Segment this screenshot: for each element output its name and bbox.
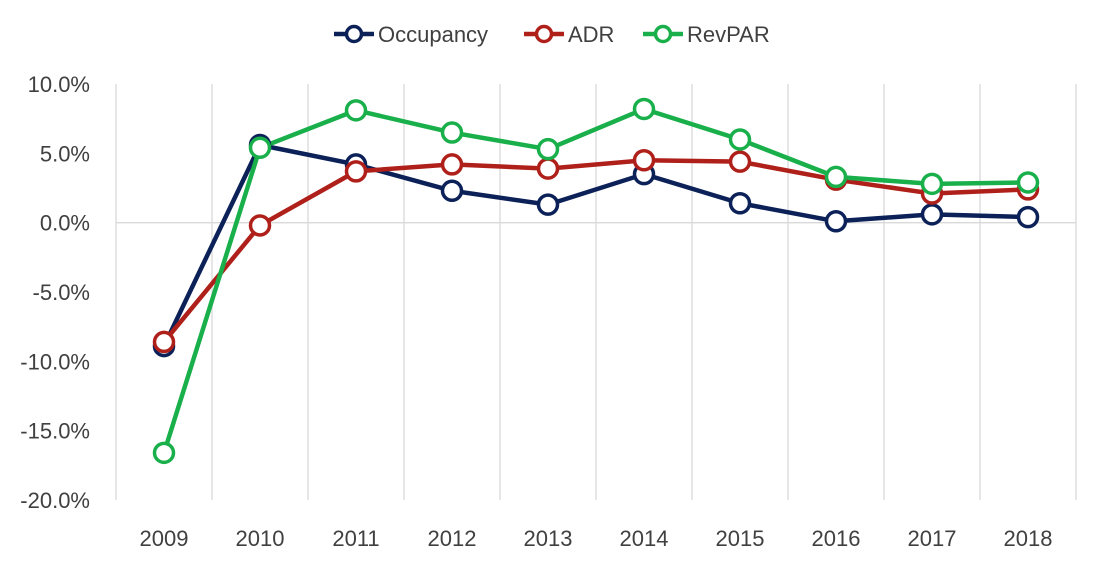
data-point-adr xyxy=(536,157,560,180)
legend-label: Occupancy xyxy=(378,22,488,47)
data-point-revpar xyxy=(152,441,176,465)
legend-swatch-marker xyxy=(534,24,554,44)
data-point-adr xyxy=(344,160,368,183)
legend-label: ADR xyxy=(568,22,614,47)
data-point-adr xyxy=(632,149,656,172)
data-point-revpar xyxy=(440,121,464,144)
legend-swatch-marker xyxy=(344,24,364,44)
axes: 10.0% 5.0% 0.0% -5.0% -10.0% -15.0% -20.0% 2009… xyxy=(20,72,1076,551)
data-point-revpar xyxy=(1016,171,1040,194)
x-tick-label: 2016 xyxy=(812,526,861,551)
data-point-occupancy xyxy=(728,192,752,215)
data-point-revpar xyxy=(728,128,752,151)
data-point-occupancy xyxy=(536,193,560,216)
legend-item-revpar: RevPAR xyxy=(643,22,770,47)
data-point-occupancy xyxy=(1016,205,1040,229)
data-point-revpar xyxy=(248,136,272,160)
x-tick-label: 2018 xyxy=(1004,526,1053,551)
data-point-adr xyxy=(152,330,176,354)
x-tick-label: 2013 xyxy=(524,526,573,551)
legend-item-occupancy: Occupancy xyxy=(334,22,488,47)
y-tick-label: 0.0% xyxy=(40,211,90,236)
y-tick-label: 5.0% xyxy=(40,141,90,166)
series-line-occupancy xyxy=(161,142,1031,349)
x-tick-label: 2015 xyxy=(716,526,765,551)
y-tick-label: -10.0% xyxy=(20,349,90,374)
y-tick-label: -20.0% xyxy=(20,488,90,513)
series-lines xyxy=(161,106,1031,456)
x-tick-label: 2011 xyxy=(332,526,379,551)
data-point-occupancy xyxy=(440,179,464,203)
data-point-revpar xyxy=(632,97,656,121)
data-point-revpar xyxy=(824,165,848,189)
legend-item-adr: ADR xyxy=(524,22,614,47)
x-tick-label: 2009 xyxy=(140,526,189,551)
x-tick-label: 2014 xyxy=(620,526,669,551)
data-point-revpar xyxy=(344,99,368,122)
data-point-revpar xyxy=(920,172,944,196)
series-line-adr xyxy=(161,158,1031,345)
y-tick-label: -5.0% xyxy=(33,280,90,305)
y-tick-label: -15.0% xyxy=(20,419,90,444)
data-point-occupancy xyxy=(920,203,944,226)
data-point-adr xyxy=(440,153,464,176)
legend-label: RevPAR xyxy=(687,22,770,47)
data-point-adr xyxy=(248,214,272,237)
series-line-revpar xyxy=(161,106,1031,456)
legend-swatch-marker xyxy=(653,24,673,44)
data-point-occupancy xyxy=(824,210,848,233)
y-tick-label: 10.0% xyxy=(28,72,90,97)
x-tick-label: 2012 xyxy=(428,526,477,551)
series-markers xyxy=(152,97,1040,465)
data-point-adr xyxy=(728,150,752,173)
legend: Occupancy ADR RevPAR xyxy=(334,22,770,47)
data-point-revpar xyxy=(536,137,560,161)
x-tick-label: 2017 xyxy=(908,526,957,551)
x-tick-label: 2010 xyxy=(236,526,285,551)
